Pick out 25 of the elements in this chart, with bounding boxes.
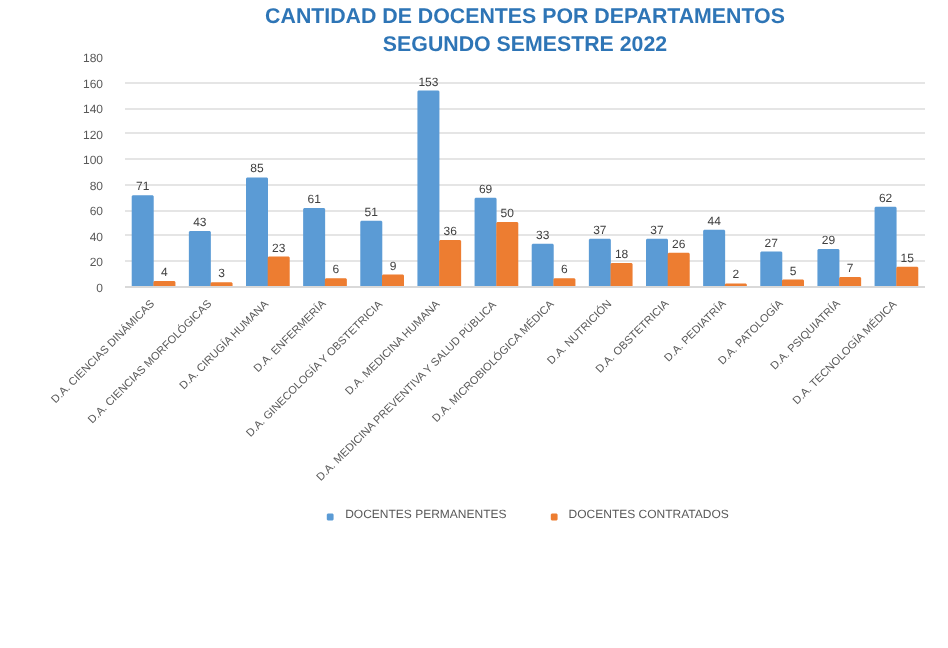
bar — [760, 251, 783, 287]
bar — [839, 277, 862, 287]
bar — [703, 229, 726, 287]
bar — [817, 248, 840, 287]
bar — [496, 222, 519, 287]
bar — [439, 240, 462, 287]
bar — [267, 256, 290, 287]
bar — [324, 278, 347, 287]
bar — [646, 238, 668, 287]
bar — [303, 208, 326, 287]
bar — [896, 266, 919, 287]
bar — [188, 231, 211, 287]
bar — [667, 252, 690, 287]
bar — [610, 263, 633, 287]
bar — [588, 238, 611, 287]
chart-title: CANTIDAD DE DOCENTES POR DEPARTAMENTOS — [265, 5, 785, 29]
bar — [874, 206, 897, 287]
bar — [246, 177, 268, 287]
bar — [474, 197, 497, 287]
bar — [131, 195, 154, 287]
bar — [417, 90, 440, 287]
chart-subtitle: SEGUNDO SEMESTRE 2022 — [382, 33, 668, 57]
bar — [360, 220, 383, 287]
bar — [553, 278, 576, 287]
bar — [531, 243, 554, 287]
